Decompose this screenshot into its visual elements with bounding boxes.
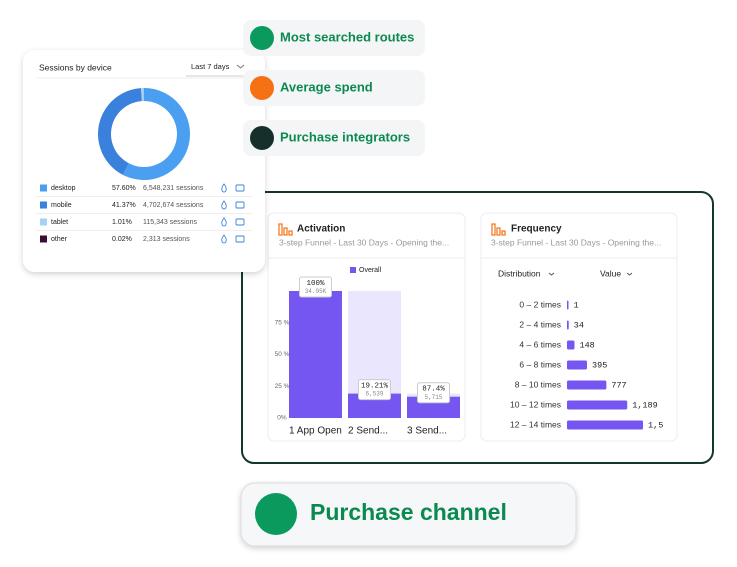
bar bbox=[567, 420, 643, 430]
bar-group: 0 – 2 times 1 2 – 4 times 34 4 – 6 times 148 6… bbox=[510, 299, 663, 430]
legend-label: other bbox=[51, 236, 68, 243]
bar bbox=[567, 300, 569, 310]
category-label: 12 – 14 times bbox=[510, 419, 561, 429]
count-label: 34.05K bbox=[305, 288, 327, 295]
bar bbox=[567, 340, 575, 350]
donut-slice bbox=[141, 88, 144, 102]
value-label: 1,5 bbox=[648, 420, 663, 430]
sessions-card bbox=[23, 50, 265, 272]
legend-label: Overall bbox=[359, 267, 382, 274]
category-label: 10 – 12 times bbox=[510, 399, 561, 409]
category-label: 8 – 10 times bbox=[515, 379, 561, 389]
pill[interactable] bbox=[243, 20, 425, 56]
legend-swatch bbox=[40, 184, 47, 192]
pill-label: Average spend bbox=[280, 79, 373, 94]
pill-label: Purchase integrators bbox=[280, 129, 410, 144]
value-box bbox=[299, 276, 332, 298]
donut-slice bbox=[122, 88, 191, 180]
frequency-card bbox=[480, 212, 678, 442]
bar bbox=[289, 291, 342, 418]
column-dropdown[interactable]: Value bbox=[600, 268, 621, 278]
sessions-label: 115,343 sessions bbox=[143, 219, 197, 226]
period-dropdown[interactable]: Last 7 days bbox=[191, 62, 230, 71]
x-tick-label: 2 Send... bbox=[348, 426, 388, 437]
legend-label: tablet bbox=[51, 219, 68, 226]
card-title: Activation bbox=[297, 224, 345, 235]
category-label: 2 – 4 times bbox=[519, 319, 561, 329]
value-label: 1 bbox=[574, 300, 579, 310]
screen-icon[interactable] bbox=[235, 184, 245, 192]
legend-swatch bbox=[350, 267, 356, 273]
card-subtitle: 3-step Funnel - Last 30 Days - Opening t… bbox=[279, 237, 449, 247]
pill-label: Most searched routes bbox=[280, 29, 414, 44]
category-label: 4 – 6 times bbox=[519, 339, 561, 349]
category-label: 6 – 8 times bbox=[519, 359, 561, 369]
screen-icon[interactable] bbox=[235, 218, 245, 226]
count-label: 5,715 bbox=[424, 394, 442, 401]
screen-icon[interactable] bbox=[235, 201, 245, 209]
y-tick-label: 75 % bbox=[275, 319, 290, 326]
value-box bbox=[417, 382, 450, 404]
pill[interactable] bbox=[243, 70, 425, 106]
value-box bbox=[358, 379, 391, 401]
bar bbox=[567, 400, 628, 410]
pill-dot bbox=[250, 26, 274, 50]
frequency-icon bbox=[491, 223, 506, 236]
percent-label: 1.01% bbox=[112, 219, 132, 226]
value-label: 777 bbox=[611, 380, 626, 390]
x-tick-label: 3 Send... bbox=[407, 426, 447, 437]
sessions-label: 6,548,231 sessions bbox=[143, 185, 204, 192]
y-tick-label: 50 % bbox=[275, 351, 290, 358]
screen-icon[interactable] bbox=[235, 235, 245, 243]
conversion-label: 100% bbox=[306, 280, 325, 288]
drop-icon[interactable] bbox=[221, 217, 227, 227]
value-label: 34 bbox=[574, 320, 584, 330]
caret bbox=[626, 272, 633, 276]
y-tick-label: 0% bbox=[277, 415, 287, 422]
cta-button[interactable] bbox=[240, 482, 577, 547]
column-dropdown[interactable]: Distribution bbox=[498, 268, 541, 278]
legend-label: desktop bbox=[51, 185, 76, 192]
percent-label: 0.02% bbox=[112, 236, 132, 243]
caret bbox=[236, 64, 245, 69]
drop-icon[interactable] bbox=[221, 183, 227, 193]
caret bbox=[548, 272, 555, 276]
sessions-label: 4,702,674 sessions bbox=[143, 202, 204, 209]
drop-icon[interactable] bbox=[221, 234, 227, 244]
donut-slice bbox=[98, 88, 142, 175]
card-title: Frequency bbox=[511, 224, 562, 235]
bar bbox=[567, 360, 588, 370]
bar bbox=[567, 320, 569, 330]
funnel-icon bbox=[278, 223, 293, 236]
y-tick-label: 25 % bbox=[275, 383, 290, 390]
bar bbox=[567, 380, 607, 390]
legend-swatch bbox=[40, 218, 47, 226]
x-tick-label: 1 App Open bbox=[289, 426, 342, 437]
value-label: 1,189 bbox=[632, 400, 658, 410]
percent-label: 57.60% bbox=[112, 185, 136, 192]
value-label: 148 bbox=[579, 340, 594, 350]
category-label: 0 – 2 times bbox=[519, 299, 561, 309]
sessions-label: 2,313 sessions bbox=[143, 236, 190, 243]
legend-swatch bbox=[40, 235, 47, 243]
card-title: Sessions by device bbox=[39, 62, 112, 72]
conversion-label: 87.4% bbox=[422, 386, 445, 394]
pill-dot bbox=[250, 76, 274, 100]
pill[interactable] bbox=[243, 120, 425, 156]
pill-dot bbox=[250, 126, 274, 150]
legend-label: mobile bbox=[51, 202, 72, 209]
cta-dot bbox=[255, 493, 297, 535]
percent-label: 41.37% bbox=[112, 202, 136, 209]
card-subtitle: 3-step Funnel - Last 30 Days - Opening t… bbox=[491, 237, 661, 247]
count-label: 6,539 bbox=[365, 391, 383, 398]
conversion-label: 19.21% bbox=[361, 383, 389, 391]
cta-label[interactable]: Purchase channel bbox=[310, 499, 507, 525]
legend-swatch bbox=[40, 201, 47, 209]
value-label: 395 bbox=[592, 360, 607, 370]
drop-icon[interactable] bbox=[221, 200, 227, 210]
